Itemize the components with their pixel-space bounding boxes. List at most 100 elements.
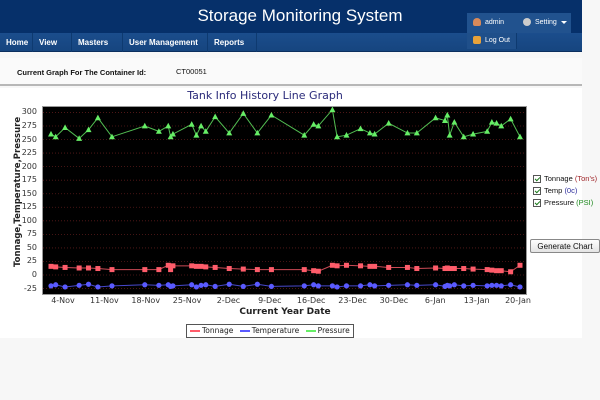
data-point-tonnage — [301, 267, 307, 273]
checkbox-tonnage[interactable] — [533, 175, 541, 184]
toggle-pressure[interactable]: Pressure (PSI) — [533, 197, 597, 209]
chevron-down-icon — [560, 20, 567, 24]
data-point-temperature — [404, 282, 411, 288]
data-point-tonnage — [508, 269, 514, 275]
data-point-tonnage — [404, 264, 410, 270]
nav-masters[interactable]: Masters — [72, 33, 123, 64]
data-point-temperature — [240, 283, 246, 290]
data-point-temperature — [343, 283, 350, 289]
legend-temperature: Temperature — [239, 325, 299, 337]
data-point-temperature — [212, 283, 218, 290]
data-point-pressure — [371, 130, 378, 137]
data-point-tonnage — [62, 264, 68, 270]
data-point-temperature — [142, 282, 148, 288]
data-point-tonnage — [498, 268, 504, 274]
data-point-pressure — [76, 135, 83, 141]
data-point-tonnage — [484, 267, 490, 273]
data-point-tonnage — [226, 266, 232, 272]
generate-chart-button[interactable]: Generate Chart — [530, 239, 600, 253]
data-point-pressure — [460, 133, 467, 140]
data-point-tonnage — [311, 268, 317, 274]
data-point-pressure — [357, 125, 364, 132]
data-point-tonnage — [53, 264, 59, 270]
data-point-temperature — [461, 283, 467, 289]
line-chart — [43, 106, 526, 290]
x-tick-label: 13-Jan — [463, 296, 490, 305]
setting-label: Setting — [535, 19, 557, 26]
data-point-pressure — [48, 130, 54, 137]
triangle-marker-icon — [305, 330, 316, 332]
data-point-pressure — [432, 114, 439, 121]
y-tick-label: 200 — [21, 161, 37, 171]
checkbox-pressure[interactable] — [533, 199, 541, 208]
user-menu[interactable]: admin — [467, 13, 517, 33]
toggle-pressure-unit: (PSI) — [576, 198, 594, 207]
y-tick-label: 50 — [26, 242, 37, 252]
data-point-pressure — [315, 122, 322, 129]
x-tick-label: 16-Dec — [296, 296, 326, 305]
data-point-pressure — [85, 126, 92, 133]
data-point-tonnage — [142, 267, 148, 273]
data-point-tonnage — [95, 266, 101, 272]
data-point-temperature — [311, 282, 317, 288]
data-point-pressure — [188, 121, 195, 127]
data-point-tonnage — [414, 266, 420, 272]
data-point-temperature — [334, 284, 340, 290]
data-point-tonnage — [193, 263, 199, 269]
data-point-temperature — [268, 283, 275, 290]
nav-view[interactable]: View — [33, 33, 72, 64]
setting-menu[interactable]: Setting — [517, 13, 571, 33]
data-point-temperature — [386, 282, 392, 288]
y-tick-label: 175 — [21, 175, 37, 185]
toggle-tonnage-label: Tonnage — [544, 174, 573, 183]
legend-tonnage: Tonnage — [190, 325, 233, 337]
data-point-pressure — [329, 106, 336, 113]
data-point-tonnage — [367, 263, 373, 269]
y-tick-label: 250 — [21, 134, 37, 144]
data-point-temperature — [493, 282, 500, 288]
toggle-tonnage[interactable]: Tonnage (Ton's) — [533, 173, 597, 185]
nav-reports[interactable]: Reports — [208, 33, 257, 64]
data-point-pressure — [493, 120, 500, 126]
data-point-pressure — [212, 113, 219, 120]
x-tick-label: 4-Nov — [51, 296, 75, 305]
data-point-temperature — [484, 283, 490, 289]
data-point-tonnage — [358, 263, 364, 269]
y-tick-label: 100 — [21, 215, 37, 225]
data-point-tonnage — [212, 264, 218, 270]
series-toggles: Tonnage (Ton's) Temp (0c) Pressure (PSI) — [533, 173, 597, 209]
data-point-temperature — [315, 283, 321, 289]
data-point-temperature — [301, 283, 307, 289]
chart-title: Tank Info History Line Graph — [187, 89, 343, 102]
data-point-pressure — [301, 131, 308, 138]
data-point-tonnage — [203, 264, 209, 270]
data-point-tonnage — [168, 267, 174, 273]
chart-legend: Tonnage Temperature Pressure — [186, 324, 354, 338]
user-label: admin — [485, 19, 505, 26]
data-point-pressure — [517, 133, 523, 140]
y-tick-label: 225 — [21, 148, 37, 158]
data-point-pressure — [254, 129, 261, 136]
nav-user-management[interactable]: User Management — [123, 33, 208, 64]
data-point-tonnage — [268, 267, 274, 273]
data-point-tonnage — [451, 266, 457, 272]
data-point-temperature — [451, 282, 457, 288]
data-point-temperature — [508, 282, 514, 288]
x-tick-label: 9-Dec — [258, 296, 282, 305]
data-point-temperature — [414, 282, 420, 288]
toggle-temp[interactable]: Temp (0c) — [533, 185, 597, 197]
x-tick-label: 11-Nov — [90, 296, 119, 305]
x-tick-label: 6-Jan — [424, 296, 446, 305]
legend-pressure-label: Pressure — [317, 326, 350, 335]
data-point-temperature — [372, 283, 378, 289]
legend-pressure: Pressure — [305, 325, 350, 337]
data-point-temperature — [156, 282, 162, 288]
nav-home[interactable]: Home — [0, 33, 33, 52]
logout-icon — [473, 36, 481, 45]
data-point-pressure — [366, 129, 373, 136]
logout-button[interactable]: Log Out — [467, 33, 517, 49]
data-point-pressure — [240, 110, 247, 116]
toggle-pressure-label: Pressure — [544, 198, 575, 207]
checkbox-temp[interactable] — [533, 187, 541, 196]
x-tick-label: 20-Jan — [505, 296, 531, 305]
